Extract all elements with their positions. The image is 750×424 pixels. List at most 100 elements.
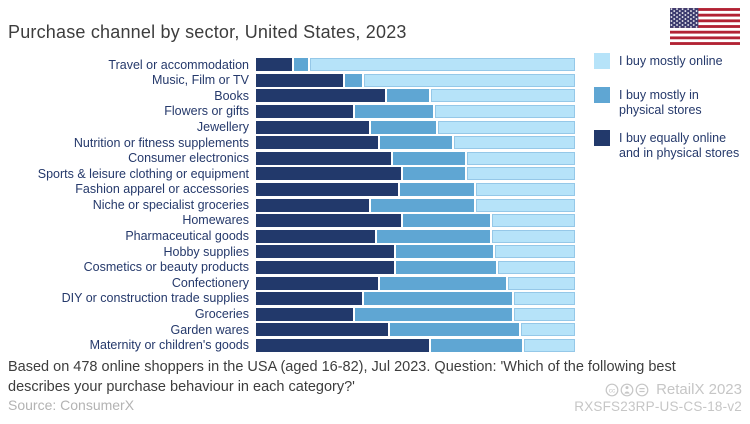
category-label: Jewellery <box>196 119 249 134</box>
segment-equally <box>256 307 355 321</box>
segment-equally <box>256 105 355 119</box>
segment-equally <box>256 292 365 306</box>
segment-online <box>466 151 575 165</box>
footnote: Based on 478 online shoppers in the USA … <box>8 359 676 395</box>
category-label: Confectionery <box>171 275 249 290</box>
bar-row: Pharmaceutical goods <box>4 229 575 245</box>
segment-online <box>492 214 575 228</box>
legend-label: I buy mostly online <box>619 54 723 68</box>
segment-physical <box>393 151 467 165</box>
category-label: Consumer electronics <box>128 151 249 166</box>
category-label: Books <box>214 88 249 103</box>
watermark-brand-line: cc RetailX 2023 <box>574 381 742 398</box>
segment-physical <box>377 229 493 243</box>
legend-item: I buy mostly in physical stores <box>594 86 748 119</box>
category-label: Nutrition or fitness supplements <box>73 135 249 150</box>
category-label: Music, Film or TV <box>152 73 249 88</box>
segment-physical <box>396 245 496 259</box>
segment-online <box>476 183 575 197</box>
bar-row: Flowers or gifts <box>4 104 575 120</box>
bar-row: Garden wares <box>4 322 575 338</box>
segment-physical <box>380 276 508 290</box>
bar-row: Jewellery <box>4 119 575 135</box>
segment-physical <box>354 307 515 321</box>
legend-swatch-physical <box>594 86 610 103</box>
bar-row: Consumer electronics <box>4 151 575 167</box>
segment-physical <box>345 73 365 87</box>
category-label: Niche or specialist groceries <box>92 197 249 212</box>
stacked-bar <box>256 292 575 306</box>
stacked-bar <box>256 58 575 72</box>
bar-row: Hobby supplies <box>4 244 575 260</box>
chart-legend: I buy mostly online I buy mostly in physi… <box>594 53 748 162</box>
stacked-bar <box>256 276 575 290</box>
bar-row: Nutrition or fitness supplements <box>4 135 575 151</box>
stacked-bar <box>256 167 575 181</box>
category-label: DIY or construction trade supplies <box>61 291 249 306</box>
segment-online <box>514 307 575 321</box>
segment-equally <box>256 276 381 290</box>
category-label: Pharmaceutical goods <box>125 229 249 244</box>
segment-equally <box>256 245 397 259</box>
segment-online <box>364 73 575 87</box>
segment-physical <box>380 136 454 150</box>
segment-equally <box>256 338 432 352</box>
stacked-bar <box>256 229 575 243</box>
stacked-bar <box>256 183 575 197</box>
segment-physical <box>396 261 499 275</box>
segment-physical <box>431 338 524 352</box>
stacked-bar <box>256 214 575 228</box>
stacked-bar <box>256 198 575 212</box>
segment-physical <box>370 198 477 212</box>
bar-row: Homewares <box>4 213 575 229</box>
page-title: Purchase channel by sector, United State… <box>8 22 407 42</box>
legend-swatch-online <box>594 53 610 69</box>
bar-row: DIY or construction trade supplies <box>4 291 575 307</box>
stacked-bar <box>256 151 575 165</box>
stacked-bar <box>256 338 575 352</box>
bar-row: Confectionery <box>4 275 575 291</box>
brand-label: RetailX 2023 <box>656 381 742 398</box>
segment-equally <box>256 261 397 275</box>
watermark: cc RetailX 2023 RXSFS23RP-US-CS-18-v2 <box>574 381 742 414</box>
segment-equally <box>256 183 400 197</box>
bar-row: Sports & leisure clothing or equipment <box>4 166 575 182</box>
legend-swatch-equally <box>594 129 610 146</box>
legend-label: I buy mostly in physical stores <box>619 87 702 118</box>
segment-online <box>492 229 575 243</box>
stacked-bar <box>256 73 575 87</box>
bar-row: Cosmetics or beauty products <box>4 260 575 276</box>
stacked-bar <box>256 89 575 103</box>
segment-equally <box>256 136 381 150</box>
svg-text:cc: cc <box>609 387 616 394</box>
stacked-bar-chart: Travel or accommodation Music, Film or TV… <box>4 57 575 353</box>
category-label: Groceries <box>194 307 249 322</box>
segment-physical <box>386 89 432 103</box>
segment-physical <box>402 214 493 228</box>
source-label: Source: ConsumerX <box>8 397 135 413</box>
segment-physical <box>389 323 521 337</box>
segment-physical <box>354 105 435 119</box>
reference-code: RXSFS23RP-US-CS-18-v2 <box>574 399 742 414</box>
stacked-bar <box>256 323 575 337</box>
segment-equally <box>256 120 371 134</box>
segment-equally <box>256 323 390 337</box>
segment-online <box>431 89 575 103</box>
segment-online <box>310 58 575 72</box>
bar-row: Niche or specialist groceries <box>4 197 575 213</box>
bar-row: Music, Film or TV <box>4 73 575 89</box>
stacked-bar <box>256 136 575 150</box>
bar-row: Travel or accommodation <box>4 57 575 73</box>
segment-online <box>437 120 575 134</box>
category-label: Travel or accommodation <box>108 57 249 72</box>
stacked-bar <box>256 105 575 119</box>
bar-row: Books <box>4 88 575 104</box>
segment-physical <box>294 58 311 72</box>
category-label: Garden wares <box>170 322 249 337</box>
stacked-bar <box>256 261 575 275</box>
segment-online <box>498 261 575 275</box>
segment-online <box>476 198 575 212</box>
bar-row: Groceries <box>4 307 575 323</box>
segment-equally <box>256 73 346 87</box>
segment-online <box>523 338 575 352</box>
